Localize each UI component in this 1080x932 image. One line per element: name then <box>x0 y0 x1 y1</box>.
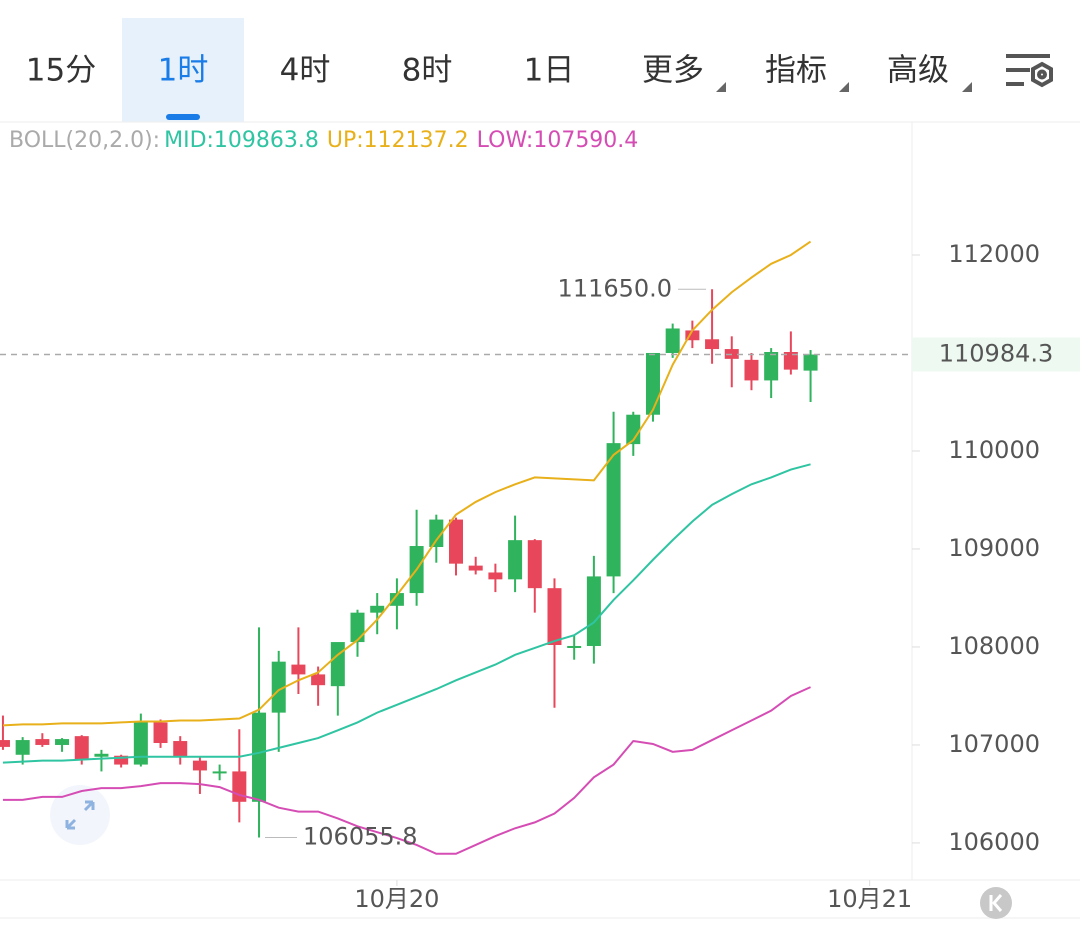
indicator-value: UP:112137.2 <box>327 128 469 153</box>
candle-body <box>705 339 720 350</box>
candle-body <box>0 740 10 747</box>
candle-body <box>311 674 326 686</box>
annotation-label: 106055.8 <box>303 822 418 850</box>
expand-icon <box>65 800 95 830</box>
active-tab-indicator <box>166 114 200 120</box>
tab[interactable]: 1日 <box>524 53 575 89</box>
y-tick-label: 106000 <box>948 828 1040 856</box>
candle-body <box>291 664 306 675</box>
active-tab-bg <box>122 18 244 122</box>
legend: BOLL(20,2.0): <box>9 128 160 153</box>
candle-body <box>645 352 660 415</box>
candle-body <box>586 576 601 646</box>
x-tick-label: 10月21 <box>827 885 912 913</box>
reset-icon <box>989 894 1003 912</box>
candle-body <box>488 572 503 580</box>
candle-body <box>271 661 286 713</box>
tab[interactable]: 15分 <box>26 53 96 89</box>
tab[interactable]: 指标 <box>765 53 827 89</box>
candle-body <box>783 351 798 370</box>
candle-body <box>94 753 109 757</box>
annotation-label: 111650.0 <box>558 274 673 302</box>
candle-body <box>212 771 227 774</box>
y-tick-label: 110000 <box>948 436 1040 464</box>
indicator-name: BOLL(20,2.0): <box>9 128 160 153</box>
candle-body <box>547 588 562 646</box>
candle-body <box>508 540 523 580</box>
last-price-box <box>912 337 1080 372</box>
candle-body <box>764 351 779 381</box>
candle-body <box>527 540 542 589</box>
y-tick-label: 107000 <box>948 730 1040 758</box>
dropdown-arrows <box>716 82 972 92</box>
indicator-value: LOW:107590.4 <box>477 128 639 153</box>
candle-body <box>252 712 267 802</box>
boll-line <box>2 240 812 727</box>
indicator-value: MID:109863.8 <box>164 128 319 153</box>
candle-body <box>153 722 168 744</box>
candle-body <box>114 755 129 765</box>
candle-body <box>449 519 463 564</box>
boll-line <box>2 463 811 764</box>
last-price-label: 110984.3 <box>939 340 1054 368</box>
candle-body <box>429 519 444 548</box>
candle-body <box>665 328 680 353</box>
candle-body <box>567 645 582 648</box>
candle-body <box>606 443 621 577</box>
candle-body <box>15 740 30 755</box>
tab[interactable]: 8时 <box>402 53 453 89</box>
candle-body <box>744 359 759 381</box>
tab[interactable]: 1时 <box>158 53 209 89</box>
candle-body <box>468 565 483 571</box>
candle-body <box>389 593 404 606</box>
tab[interactable]: 高级 <box>887 53 949 89</box>
y-tick-label: 109000 <box>948 534 1040 562</box>
candle-body <box>74 736 89 760</box>
candle-body <box>192 760 207 771</box>
candle-body <box>133 722 148 765</box>
candle-body <box>55 739 70 745</box>
candle-body <box>35 739 50 745</box>
settings-icon[interactable] <box>1006 54 1053 88</box>
candle-body <box>803 354 818 371</box>
candle-body <box>173 741 188 757</box>
candle-body <box>370 605 385 613</box>
candle-body <box>685 330 700 341</box>
tab[interactable]: 更多 <box>642 53 704 89</box>
y-tick-label: 108000 <box>948 632 1040 660</box>
boll-line <box>2 686 811 855</box>
candle-body <box>330 642 345 687</box>
candle-body <box>350 612 365 643</box>
reset-button[interactable] <box>980 887 1012 919</box>
x-tick-label: 10月20 <box>354 885 439 913</box>
expand-button[interactable] <box>50 785 110 845</box>
candle-body <box>626 414 641 445</box>
y-tick-label: 112000 <box>948 240 1040 268</box>
candle-body <box>232 771 247 802</box>
tab[interactable]: 4时 <box>280 53 331 89</box>
